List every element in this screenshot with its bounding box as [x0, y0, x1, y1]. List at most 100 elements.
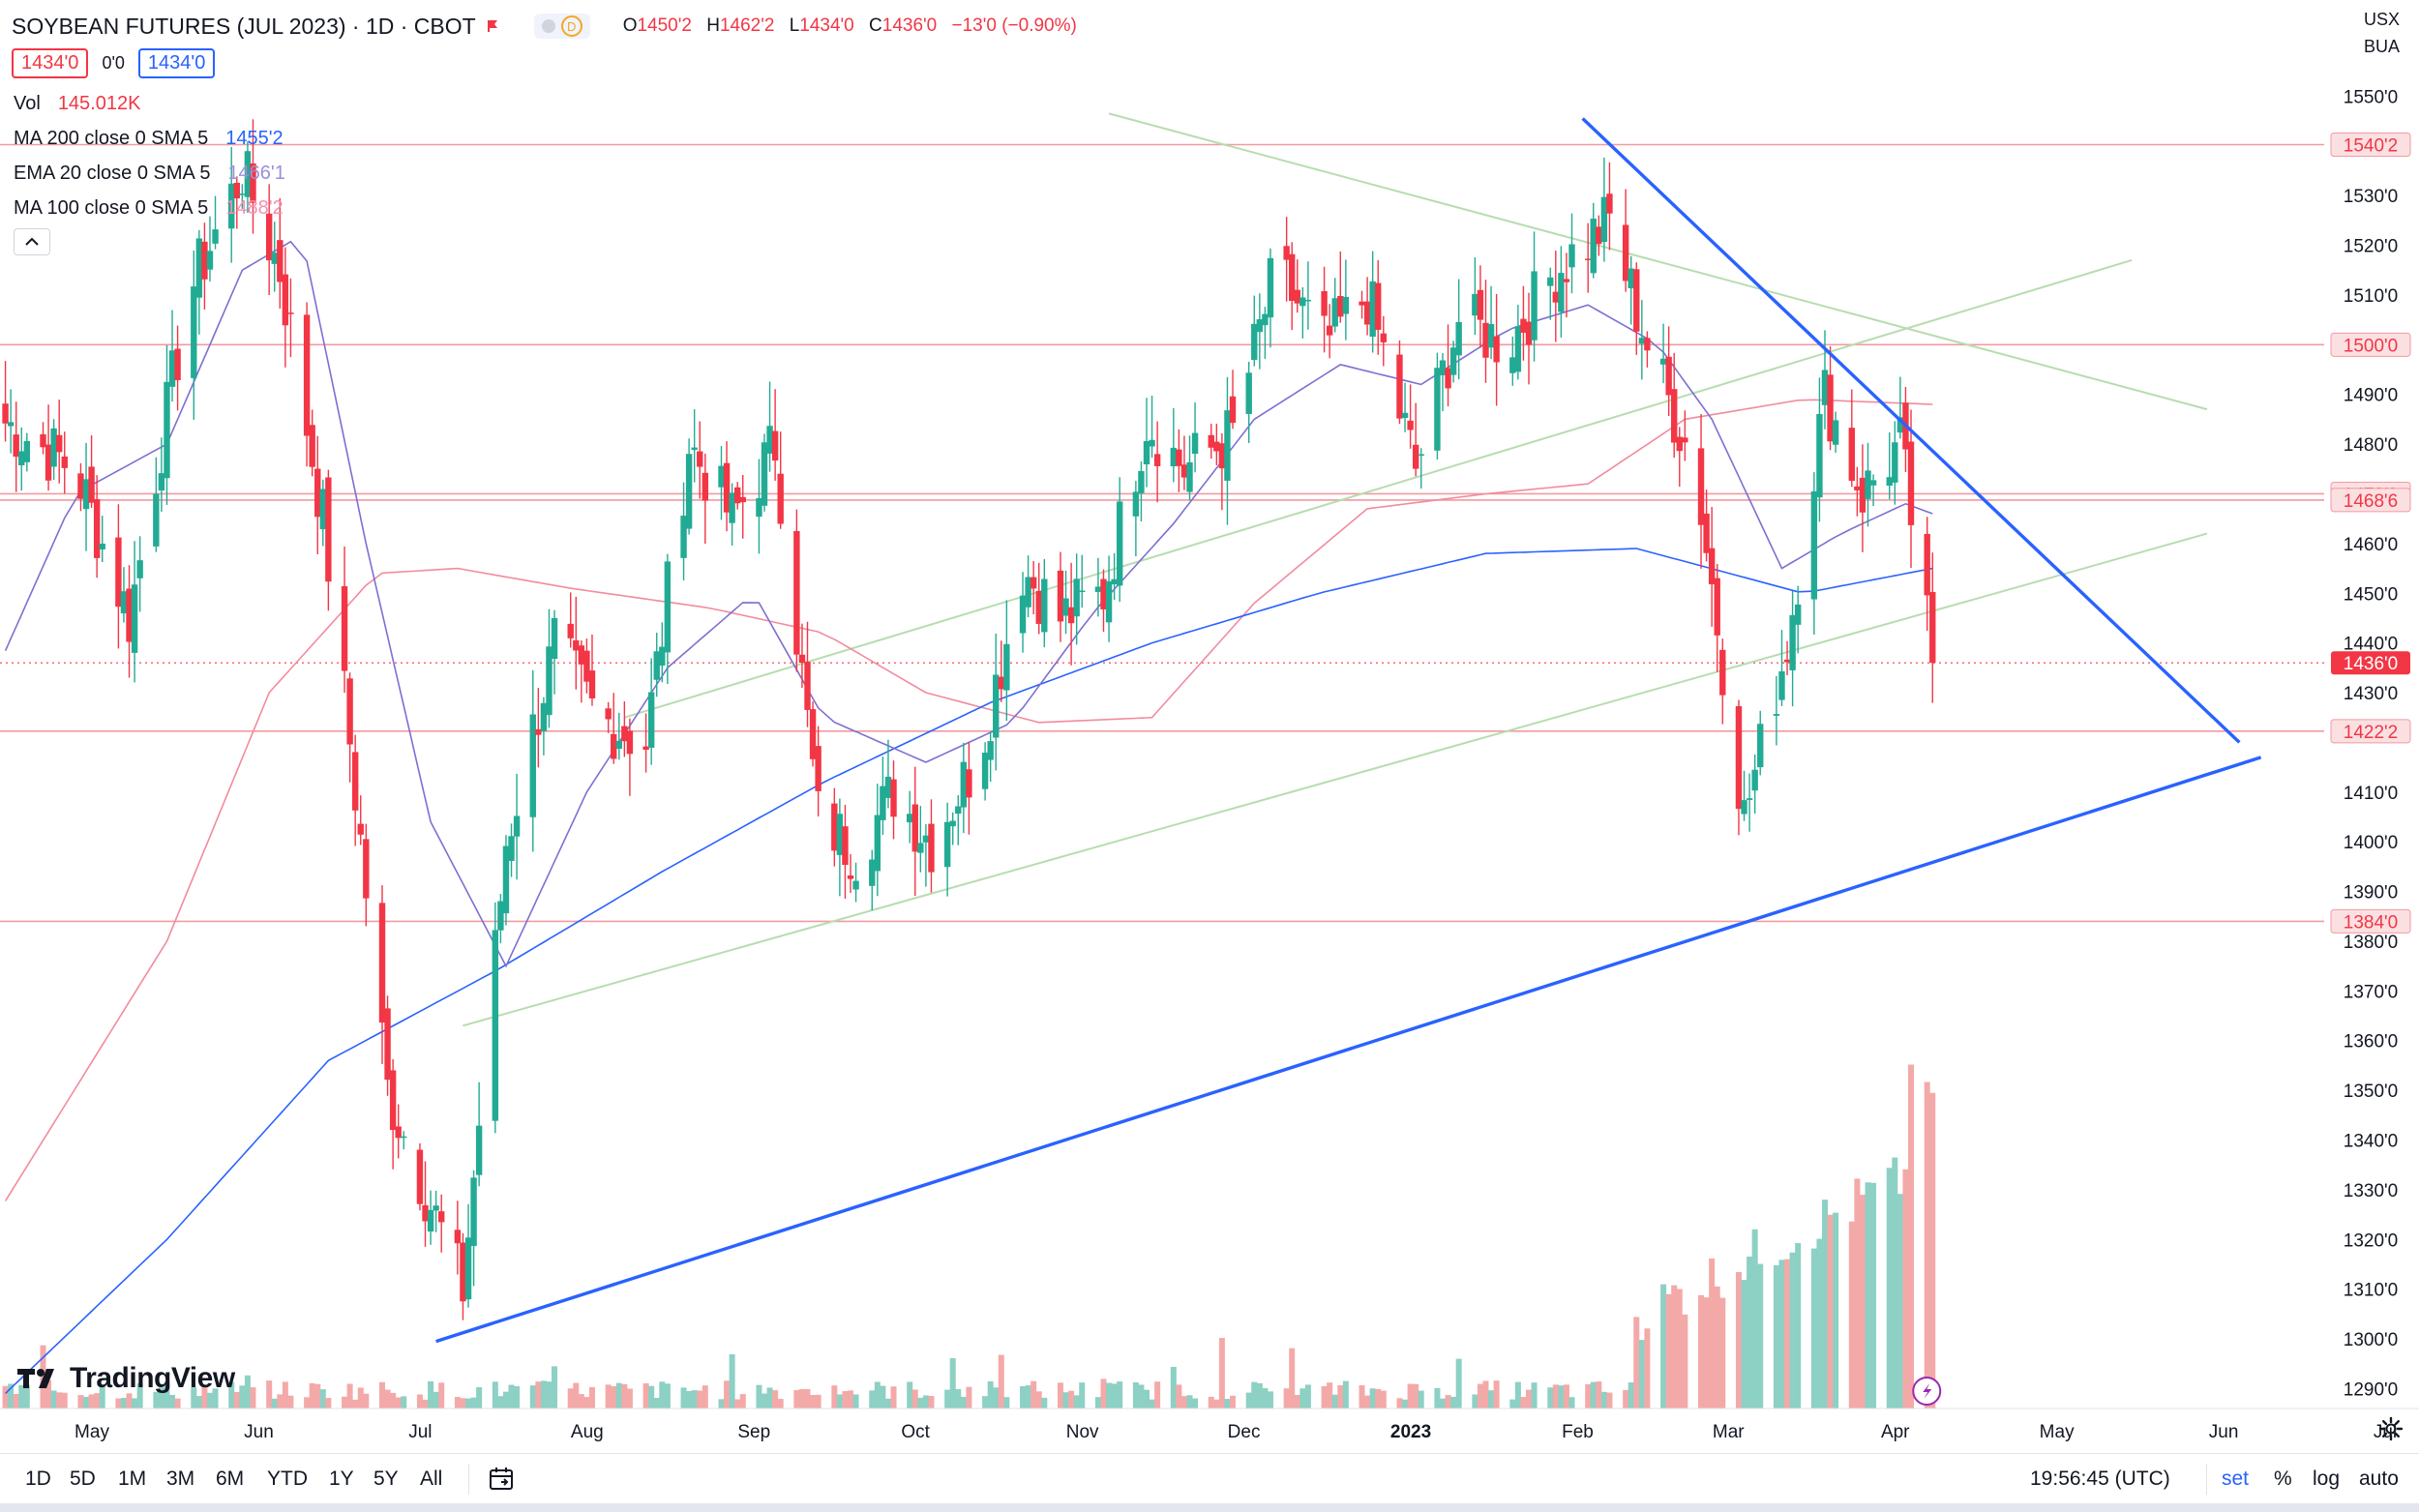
- legend-ma100[interactable]: MA 100 close 0 SMA 5 1488'2: [14, 197, 284, 220]
- time-tick-label: Mar: [1713, 1422, 1745, 1442]
- candle-body: [1929, 591, 1936, 664]
- timeframe-1y[interactable]: 1Y: [329, 1468, 354, 1490]
- volume-bar: [1359, 1384, 1365, 1408]
- volume-bar: [126, 1393, 133, 1408]
- candle-body: [164, 381, 170, 479]
- timeframe-3m[interactable]: 3M: [166, 1468, 195, 1490]
- volume-bar: [884, 1398, 891, 1408]
- volume-bar: [567, 1388, 574, 1408]
- volume-bar: [535, 1381, 542, 1408]
- candle-body: [761, 442, 768, 506]
- volume-bar: [756, 1384, 762, 1408]
- currency-code[interactable]: USX: [2363, 10, 2400, 29]
- percent-scale-toggle[interactable]: %: [2274, 1468, 2292, 1490]
- candle-body: [1751, 769, 1758, 791]
- volume-bar: [583, 1397, 590, 1408]
- volume-bar: [626, 1388, 633, 1408]
- candle-body: [1041, 578, 1048, 633]
- volume-bar: [1079, 1382, 1086, 1408]
- legend-ema20[interactable]: EMA 20 close 0 SMA 5 1466'1: [14, 163, 285, 185]
- candle-body: [884, 776, 892, 798]
- volume-bar: [1747, 1256, 1753, 1408]
- candle-body: [943, 821, 951, 868]
- price-tick-label: 1290'0: [2344, 1379, 2398, 1400]
- utc-clock[interactable]: 19:56:45 (UTC): [2030, 1468, 2170, 1490]
- volume-bar: [1773, 1264, 1779, 1408]
- volume-bar: [653, 1397, 660, 1408]
- volume-bar: [1321, 1385, 1328, 1408]
- session-toggle[interactable]: set: [2222, 1468, 2250, 1490]
- volume-bar: [648, 1385, 655, 1408]
- timeframe-1m[interactable]: 1M: [118, 1468, 147, 1490]
- volume-bar: [1003, 1397, 1010, 1408]
- trade-box-row: 1434'0 0'0 1434'0: [12, 48, 216, 78]
- volume-bar: [772, 1390, 779, 1408]
- red-flag-icon[interactable]: [486, 19, 499, 33]
- price-label-text: 1540'2: [2344, 135, 2398, 156]
- timeframe-1d[interactable]: 1D: [25, 1468, 51, 1490]
- candle-body: [282, 274, 289, 326]
- volume-bar: [982, 1396, 989, 1408]
- volume-bar: [384, 1389, 391, 1408]
- timeframe-5d[interactable]: 5D: [70, 1468, 96, 1490]
- tradingview-logo[interactable]: TradingView: [17, 1362, 235, 1395]
- candle-body: [1563, 279, 1570, 282]
- candle-body: [1886, 477, 1893, 487]
- volume-bar: [1514, 1381, 1521, 1408]
- candle-body: [1477, 289, 1484, 320]
- volume-bar: [390, 1392, 397, 1408]
- bottom-strip: [0, 1503, 2419, 1512]
- volume-bar: [621, 1383, 628, 1408]
- candle-body: [1665, 356, 1672, 396]
- time-tick-label: Jul: [408, 1422, 432, 1442]
- volume-bar: [1138, 1384, 1145, 1408]
- candle-body: [250, 163, 256, 203]
- time-tick-label: Sep: [737, 1422, 770, 1442]
- buy-price-box[interactable]: 1434'0: [137, 48, 216, 78]
- candle-body: [1262, 313, 1269, 326]
- timeframe-all[interactable]: All: [420, 1468, 443, 1490]
- candle-body: [1869, 480, 1877, 486]
- volume-bar: [1251, 1381, 1258, 1408]
- candle-body: [50, 428, 57, 467]
- legend-ma200[interactable]: MA 200 close 0 SMA 5 1455'2: [14, 128, 284, 150]
- candle-body: [88, 466, 95, 503]
- candle-body: [922, 835, 930, 843]
- log-scale-toggle[interactable]: log: [2313, 1468, 2341, 1490]
- volume-bar: [206, 1392, 213, 1408]
- candle-body: [325, 477, 332, 582]
- volume-bar: [718, 1399, 725, 1408]
- volume-bar: [1117, 1381, 1123, 1408]
- price-chart[interactable]: 1550'0 1530'0 1520'0 1510'0 1490'0 1480'0 1460…: [0, 0, 2419, 1451]
- candle-body: [1682, 437, 1688, 443]
- timeframe-5y[interactable]: 5Y: [373, 1468, 399, 1490]
- settings-gear-icon[interactable]: [2378, 1416, 2404, 1441]
- candle-body: [1412, 444, 1419, 469]
- candle-body: [492, 930, 499, 1121]
- volume-bar: [1671, 1285, 1678, 1408]
- candle-body: [309, 425, 315, 467]
- candle-body: [126, 588, 133, 642]
- unit-code[interactable]: BUA: [2363, 37, 2400, 56]
- time-tick-label: Dec: [1228, 1422, 1261, 1442]
- legend-value: 145.012K: [57, 93, 141, 114]
- go-to-date-icon[interactable]: [488, 1466, 515, 1493]
- chart-data-toggle[interactable]: D: [533, 14, 590, 39]
- candle-body: [1304, 299, 1312, 302]
- volume-bar: [848, 1390, 854, 1408]
- symbol-title[interactable]: SOYBEAN FUTURES (JUL 2023) · 1D · CBOT: [12, 13, 476, 39]
- collapse-legend-button[interactable]: [14, 228, 50, 255]
- sell-price-box[interactable]: 1434'0: [12, 48, 89, 78]
- candle-body: [723, 462, 731, 513]
- price-tick-label: 1410'0: [2344, 784, 2398, 804]
- candle-body: [685, 454, 693, 529]
- volume-bar: [56, 1392, 63, 1408]
- legend-volume[interactable]: Vol 145.012K: [14, 93, 140, 115]
- volume-bar: [578, 1394, 584, 1408]
- volume-bar: [379, 1381, 385, 1408]
- candle-body: [1132, 491, 1140, 517]
- timeframe-6m[interactable]: 6M: [216, 1468, 245, 1490]
- auto-scale-toggle[interactable]: auto: [2359, 1468, 2399, 1490]
- timeframe-ytd[interactable]: YTD: [267, 1468, 308, 1490]
- candle-body: [395, 1126, 402, 1139]
